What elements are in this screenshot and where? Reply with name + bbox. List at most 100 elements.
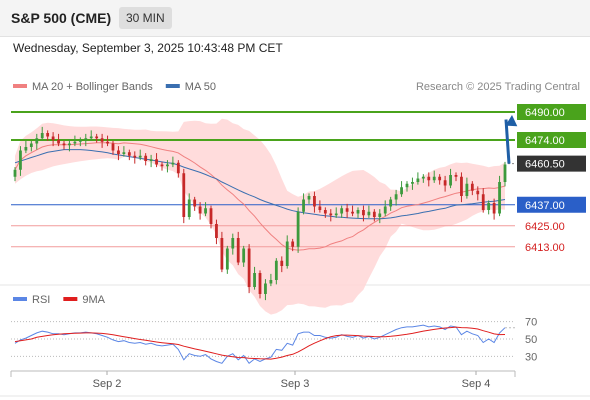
level-label-1: 6490.00 (525, 107, 565, 119)
candle-body (182, 173, 186, 217)
instrument-title: S&P 500 (CME) (11, 10, 112, 26)
candle-body (68, 143, 71, 146)
candle-body (24, 147, 28, 151)
candle-body (274, 260, 278, 280)
candles-group (13, 126, 507, 301)
candle-body (133, 155, 137, 158)
candle-body (454, 175, 458, 177)
candle-body (166, 164, 169, 167)
legend-swatch-2 (165, 84, 180, 88)
candle-body (253, 273, 256, 287)
candle-body (236, 238, 240, 263)
candle-body (57, 140, 60, 144)
candle-body (427, 176, 431, 181)
candle-body (280, 260, 284, 266)
level-label-6: 6413.00 (525, 242, 565, 254)
candle-body (78, 140, 82, 142)
candle-body (106, 141, 109, 144)
header-bar: S&P 500 (CME) 30 MIN (0, 0, 590, 37)
interval-badge[interactable]: 30 MIN (119, 7, 172, 29)
candle-body (367, 211, 371, 216)
candle-body (122, 152, 126, 154)
candle-body (225, 248, 229, 270)
candle-body (432, 176, 436, 181)
candle-body (318, 206, 322, 210)
candle-body (443, 180, 447, 186)
datetime-label: Wednesday, September 3, 2025 10:43:48 PM… (13, 41, 283, 55)
candle-body (247, 248, 251, 287)
rsi-tick-label-50: 50 (525, 334, 537, 346)
x-tick-label-1: Sep 2 (93, 378, 122, 390)
candle-body (13, 169, 17, 177)
candle-body (394, 194, 398, 200)
candle-body (62, 143, 66, 146)
candle-body (231, 238, 235, 249)
candle-body (492, 203, 496, 214)
credit-text: Research © 2025 Trading Central (416, 81, 580, 93)
candle-body (291, 241, 295, 247)
candle-body (411, 182, 414, 184)
candle-body (198, 206, 202, 214)
candle-body (258, 273, 262, 294)
candle-body (35, 138, 39, 144)
candle-body (176, 162, 180, 174)
rsi-series-9ma-line (14, 326, 506, 360)
x-tick-label-3: Sep 4 (462, 378, 491, 390)
candle-body (323, 210, 327, 214)
candle-body (149, 159, 153, 161)
candle-body (127, 152, 131, 156)
candle-body (400, 187, 403, 195)
forecast-arrow-shaft (504, 119, 511, 164)
candle-body (362, 210, 365, 216)
rsi-legend-swatch-2 (63, 297, 78, 301)
candle-body (329, 213, 333, 216)
legend-label-2: MA 50 (185, 81, 216, 93)
candle-body (302, 199, 305, 212)
level-label-bg-2 (517, 132, 586, 148)
candle-body (296, 211, 300, 247)
candle-body (51, 136, 55, 140)
candle-body (89, 136, 93, 139)
candle-body (438, 176, 442, 181)
legend-label-1: MA 20 + Bollinger Bands (32, 81, 153, 93)
candle-body (449, 175, 452, 186)
candle-body (95, 136, 99, 139)
candle-body (100, 138, 104, 142)
candle-body (389, 199, 393, 207)
candle-body (460, 176, 463, 196)
level-label-5: 6425.00 (525, 221, 565, 233)
rsi-tick-label-30: 30 (525, 351, 537, 363)
level-label-bg-1 (517, 104, 586, 120)
candle-body (220, 238, 224, 270)
candle-body (73, 141, 77, 144)
rsi-tick-label-70: 70 (525, 317, 537, 329)
candle-body (155, 159, 158, 165)
candle-body (144, 155, 148, 161)
candle-body (29, 143, 33, 147)
candle-body (503, 164, 507, 182)
candle-body (421, 176, 425, 179)
forecast-arrow-head (505, 115, 518, 127)
rsi-series-rsi-line (14, 324, 506, 365)
candle-body (383, 206, 387, 214)
candle-body (405, 183, 409, 188)
candle-body (334, 213, 338, 216)
candle-body (215, 224, 218, 238)
rsi-legend-label-1: RSI (32, 294, 50, 306)
candle-body (416, 178, 420, 182)
candle-body (481, 194, 485, 210)
candle-body (138, 155, 142, 158)
candle-body (356, 210, 360, 214)
candle-body (171, 162, 175, 165)
candle-body (111, 143, 115, 151)
candle-body (84, 138, 88, 140)
candle-body (117, 150, 120, 154)
candle-body (487, 203, 491, 210)
bollinger-band (15, 118, 505, 315)
rsi-legend-swatch-1 (13, 297, 27, 301)
candle-body (187, 199, 191, 217)
candle-body (285, 241, 289, 266)
candle-body (242, 248, 246, 263)
candle-body (209, 208, 213, 224)
